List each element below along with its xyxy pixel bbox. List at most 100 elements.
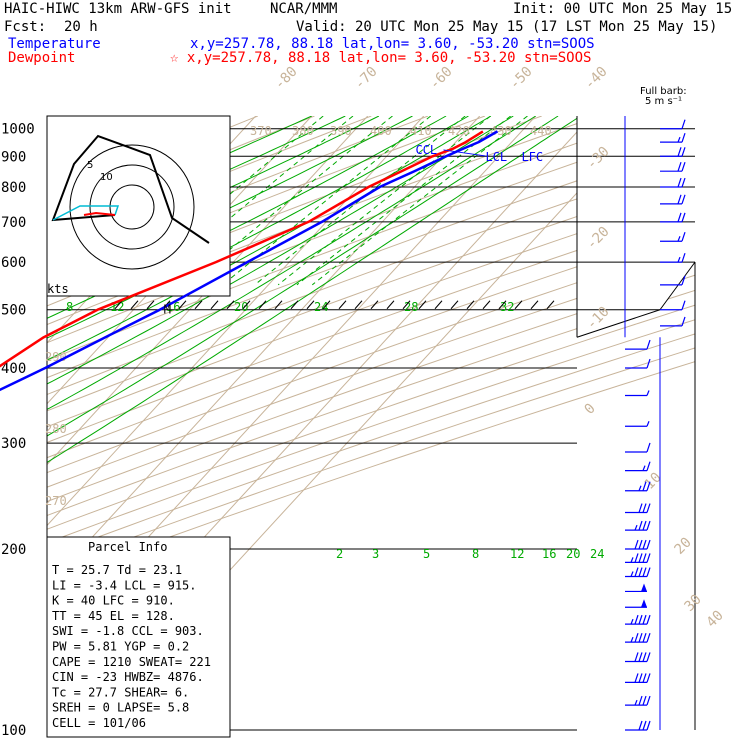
mixing-ratio-label: 32 [500, 300, 514, 314]
frame-step-2 [659, 261, 696, 311]
parcel-info-title: Parcel Info [88, 540, 167, 554]
barb-legend-line2: 5 m s⁻¹ [645, 96, 682, 107]
sounding-series [0, 130, 499, 392]
pressure-tick-label: 700 [1, 215, 26, 231]
pressure-tick-label: 400 [1, 361, 26, 377]
wind-barb [660, 252, 686, 263]
mixing-ratio-label: 8 [66, 300, 73, 314]
mixing-ratio-label: 24 [590, 547, 604, 561]
parcel-info-panel: Parcel Info T = 25.7 Td = 23.1LI = -3.4 … [46, 536, 231, 738]
mixing-ratio-label: 20 [234, 300, 248, 314]
moist-adiabat-line [47, 116, 536, 550]
hodograph-ring-label-10: 10 [100, 172, 113, 183]
dry-adiabat-line [47, 116, 695, 730]
theta-label: 280 [45, 422, 67, 436]
wind-barb [625, 599, 647, 608]
isotherm-label: 40 [704, 608, 727, 631]
parcel-info-row: PW = 5.81 YGP = 0.2 [52, 640, 189, 654]
dry-adiabat-line [47, 116, 695, 730]
theta-label: 380 [292, 124, 314, 138]
hodograph-ring-2 [89, 164, 175, 250]
valid-time: Valid: 20 UTC Mon 25 May 15 (17 LST Mon … [296, 19, 717, 35]
init-time: Init: 00 UTC Mon 25 May 15 [513, 1, 732, 17]
hatch-mark [194, 300, 203, 310]
wind-barb [625, 614, 651, 625]
lfc-label: LFC [521, 150, 543, 164]
frame-step [576, 309, 661, 338]
isotherm-label: -40 [582, 64, 611, 93]
isotherm-line [47, 116, 481, 730]
mixing-ratio-label: 12 [510, 547, 524, 561]
wind-barb [660, 119, 686, 130]
hatch-mark [450, 300, 459, 310]
temperature-legend: Temperature [8, 36, 101, 52]
hodograph-units: kts [47, 282, 69, 296]
pressure-tick-label: 200 [1, 542, 26, 558]
theta-label: 370 [250, 124, 272, 138]
parcel-info-row: LI = -3.4 LCL = 915. [52, 578, 197, 592]
theta-label: 420 [448, 124, 470, 138]
fcst-label: Fcst: [4, 19, 46, 35]
parcel-info-row: T = 25.7 Td = 23.1 [52, 563, 182, 577]
hatch-mark [274, 300, 283, 310]
wind-barb [625, 442, 651, 453]
temperature-location: x,y=257.78, 88.18 lat,lon= 3.60, -53.20 … [190, 36, 595, 52]
isotherm-label: 10 [642, 470, 665, 493]
theta-label: 410 [410, 124, 432, 138]
mixing-ratio-line [254, 116, 466, 286]
isotherm-label: -10 [584, 304, 613, 333]
isotherm-label: 20 [672, 535, 695, 558]
dry-adiabat-line [47, 116, 695, 730]
isotherm-label: -60 [427, 64, 456, 93]
wind-barb [625, 390, 650, 397]
temperature-line [0, 130, 499, 392]
moist-adiabat-line [47, 116, 346, 550]
wind-barb [660, 177, 686, 188]
isotherm-label: -20 [584, 224, 613, 253]
isotherm-label: -30 [584, 144, 613, 173]
dry-adiabat-line [47, 116, 695, 730]
hatch-mark [418, 300, 427, 310]
wind-barb [625, 539, 651, 550]
pressure-tick-label: 800 [1, 180, 26, 196]
wind-barb [625, 481, 651, 492]
wind-barb [625, 583, 647, 593]
hatch-mark [114, 300, 123, 310]
hatch-mark [482, 300, 491, 310]
wind-barb [660, 275, 686, 286]
hatch-mark [530, 300, 539, 310]
m-label: M [164, 303, 171, 317]
barb-legend-line1: Full barb: [640, 86, 687, 97]
hatch-mark [306, 300, 315, 310]
hodograph-ring-1 [109, 184, 155, 230]
mixing-ratio-label: 2 [336, 547, 343, 561]
hatch-mark [322, 300, 331, 310]
wind-barb [625, 567, 651, 578]
hatch-mark [354, 300, 363, 310]
hodograph-low-level-trace [52, 205, 120, 221]
wind-barb [660, 316, 686, 327]
wind-barb [625, 720, 651, 731]
wind-barb [625, 339, 651, 350]
hodograph-ring-3 [69, 144, 195, 270]
moist-adiabat-line [47, 116, 492, 550]
wind-barb [660, 300, 686, 311]
parcel-info-row: SWI = -1.8 CCL = 903. [52, 624, 204, 638]
wind-barb [625, 421, 650, 427]
moist-adiabat-line [47, 116, 559, 550]
pressure-tick-label: 1000 [1, 122, 35, 138]
wind-barb [625, 652, 651, 663]
mixing-ratio-label: 24 [314, 300, 328, 314]
hodograph-frame [46, 115, 231, 297]
pressure-tick-label: 300 [1, 436, 26, 452]
hatch-mark [386, 300, 395, 310]
hatch-mark [514, 300, 523, 310]
wind-barb [625, 695, 651, 706]
isotherm-label: 0 [582, 401, 599, 418]
dry-adiabat-line [47, 116, 695, 730]
fcst-value: 20 h [64, 19, 98, 35]
mixing-ratio-label: 3 [372, 547, 379, 561]
dry-adiabat-line [47, 116, 695, 730]
theta-label: 270 [45, 494, 67, 508]
hatch-mark [178, 300, 187, 310]
